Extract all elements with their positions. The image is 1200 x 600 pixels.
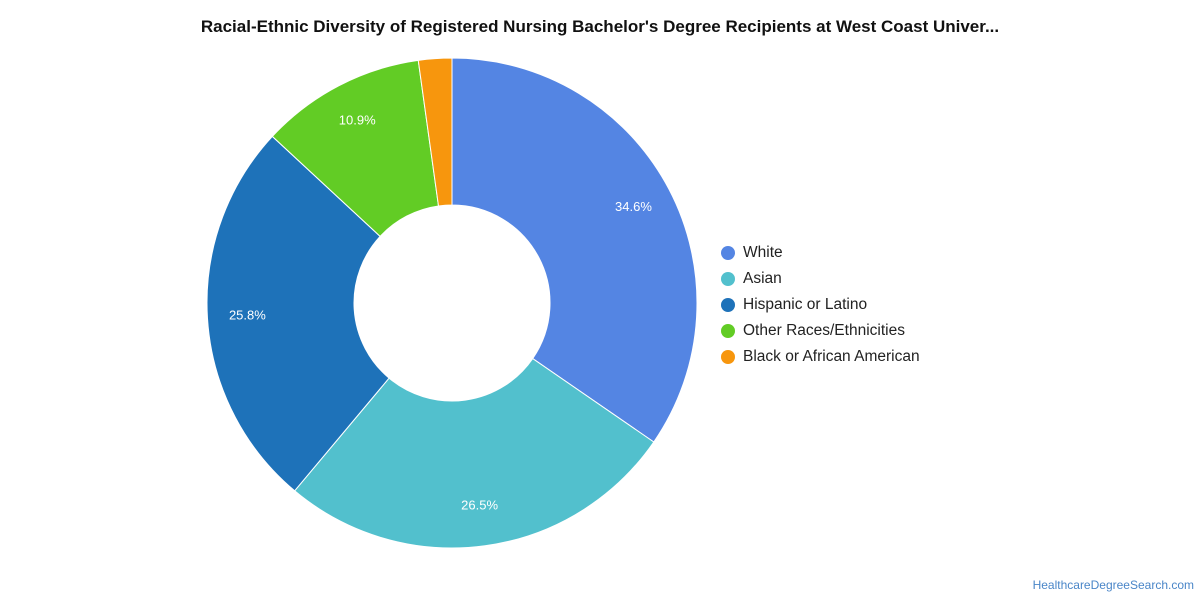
legend-label: White — [743, 244, 783, 261]
legend-swatch — [721, 298, 735, 312]
chart-title: Racial-Ethnic Diversity of Registered Nu… — [200, 17, 1000, 36]
legend-swatch — [721, 324, 735, 338]
legend-item-white[interactable]: White — [721, 240, 920, 266]
legend-item-black-or-african-american[interactable]: Black or African American — [721, 344, 920, 370]
legend-swatch — [721, 246, 735, 260]
value-label-white: 34.6% — [615, 199, 652, 214]
value-label-other-races-ethnicities: 10.9% — [339, 113, 376, 128]
legend-label: Hispanic or Latino — [743, 296, 868, 313]
slice-black-or-african-american[interactable] — [417, 57, 453, 207]
slice-asian[interactable] — [293, 357, 655, 549]
source-credit[interactable]: HealthcareDegreeSearch.com — [1032, 578, 1194, 592]
slice-white[interactable] — [451, 57, 698, 443]
legend-label: Asian — [743, 270, 782, 287]
chart-legend: White Asian Hispanic or Latino Other Races/… — [721, 240, 920, 370]
legend-swatch — [721, 350, 735, 364]
donut-slices — [206, 57, 698, 549]
slice-hispanic-or-latino[interactable] — [206, 135, 390, 492]
legend-item-asian[interactable]: Asian — [721, 266, 920, 292]
legend-label: Black or African American — [743, 348, 920, 365]
donut-value-labels: 34.6% 26.5% 25.8% 10.9% — [229, 113, 652, 513]
value-label-asian: 26.5% — [461, 498, 498, 513]
legend-swatch — [721, 272, 735, 286]
value-label-hispanic-or-latino: 25.8% — [229, 307, 266, 322]
legend-item-other-races-ethnicities[interactable]: Other Races/Ethnicities — [721, 318, 920, 344]
legend-item-hispanic-or-latino[interactable]: Hispanic or Latino — [721, 292, 920, 318]
legend-label: Other Races/Ethnicities — [743, 322, 905, 339]
